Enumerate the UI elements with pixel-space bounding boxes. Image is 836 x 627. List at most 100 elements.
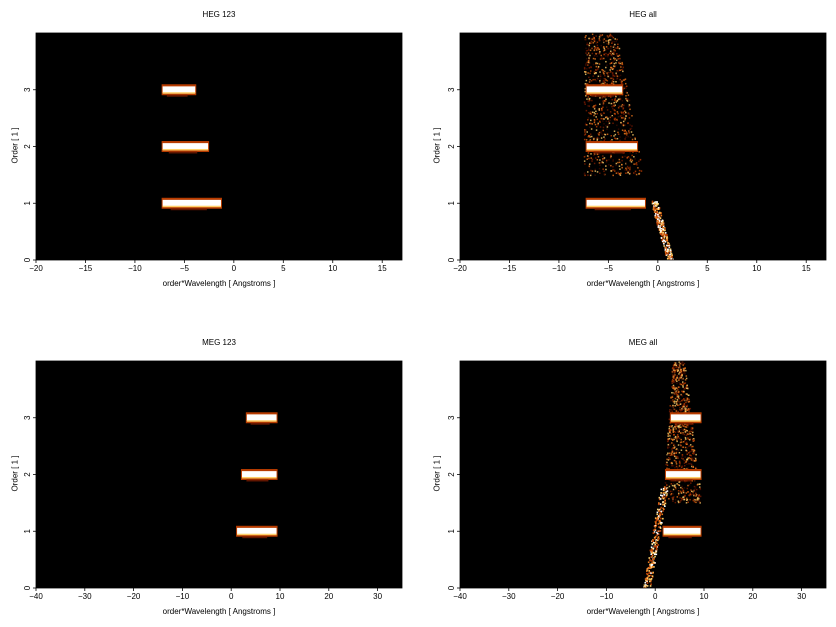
event-pixel — [589, 133, 592, 135]
event-pixel — [611, 73, 614, 75]
event-pixel — [669, 454, 672, 457]
event-pixel — [624, 124, 627, 126]
event-pixel — [616, 69, 618, 72]
event-pixel — [679, 367, 681, 370]
event-pixel — [676, 404, 679, 406]
event-pixel — [593, 111, 596, 114]
event-pixel — [695, 488, 698, 491]
streak-pixel — [656, 200, 658, 203]
event-pixel — [604, 48, 607, 51]
event-pixel — [682, 369, 684, 372]
event-pixel — [679, 443, 682, 446]
event-pixel — [620, 114, 623, 117]
event-pixel — [588, 81, 591, 83]
event-pixel — [671, 448, 673, 450]
event-pixel — [678, 481, 680, 483]
event-pixel — [679, 432, 682, 434]
event-pixel — [696, 484, 699, 486]
streak-pixel — [656, 216, 659, 218]
streak-pixel — [655, 539, 657, 541]
event-pixel — [589, 37, 591, 40]
event-pixel — [690, 459, 693, 461]
streak-pixel — [646, 569, 648, 572]
event-pixel — [613, 75, 616, 77]
streak-pixel — [660, 510, 663, 513]
event-pixel — [682, 364, 684, 366]
event-pixel — [674, 393, 677, 396]
event-pixel — [624, 117, 627, 120]
event-pixel — [615, 95, 617, 98]
event-pixel — [587, 119, 589, 121]
event-pixel — [686, 399, 688, 402]
event-pixel — [596, 77, 599, 80]
streak-pixel — [659, 233, 662, 235]
event-pixel — [683, 468, 686, 470]
event-pixel — [611, 55, 614, 57]
event-pixel — [595, 80, 597, 82]
event-pixel — [609, 156, 612, 159]
streak-pixel — [655, 203, 658, 205]
event-pixel — [666, 493, 668, 495]
event-pixel — [595, 65, 598, 68]
streak-pixel — [662, 507, 664, 510]
event-pixel — [686, 404, 689, 407]
y-axis-label: Order [ 1 ] — [10, 455, 20, 492]
streak-pixel — [665, 495, 668, 498]
streak-pixel — [650, 556, 653, 558]
event-pixel — [675, 363, 678, 365]
streak-pixel — [657, 213, 659, 216]
heg-123-panel: HEG 123 −20 −15 −10 −5 0 5 10 15 0 1 2 3 order*Wave… — [0, 0, 418, 313]
order-1-band — [161, 197, 222, 211]
event-pixel — [617, 70, 619, 73]
streak-pixel — [652, 532, 655, 534]
event-pixel — [598, 162, 601, 164]
event-pixel — [678, 378, 680, 380]
event-pixel — [595, 69, 598, 71]
event-pixel — [677, 410, 679, 413]
event-pixel — [685, 385, 688, 387]
event-pixel — [588, 56, 590, 58]
streak-pixel — [646, 585, 649, 587]
event-pixel — [626, 165, 629, 168]
event-pixel — [619, 57, 621, 60]
event-pixel — [611, 98, 613, 101]
event-pixel — [585, 79, 588, 82]
streak-pixel — [660, 225, 663, 227]
streak-pixel — [654, 525, 656, 527]
event-pixel — [609, 33, 612, 36]
y-tick-label: 1 — [23, 200, 32, 205]
event-pixel — [689, 454, 691, 456]
event-pixel — [622, 122, 624, 125]
event-pixel — [604, 74, 606, 77]
x-tick-label: −20 — [551, 592, 565, 601]
event-pixel — [689, 436, 691, 438]
streak-pixel — [668, 255, 671, 257]
event-pixel — [594, 174, 596, 176]
event-pixel — [617, 172, 619, 175]
event-pixel — [625, 167, 627, 170]
streak-pixel — [657, 207, 660, 209]
event-pixel — [596, 49, 598, 51]
streak-pixel — [646, 570, 648, 572]
event-pixel — [678, 425, 680, 427]
event-pixel — [595, 129, 598, 131]
event-pixel — [680, 486, 682, 489]
event-pixel — [605, 46, 608, 48]
event-pixel — [677, 444, 680, 446]
event-pixel — [686, 467, 688, 470]
streak-pixel — [659, 226, 661, 229]
y-tick-label: 2 — [447, 472, 456, 477]
event-pixel — [672, 384, 675, 387]
event-pixel — [687, 426, 689, 428]
event-pixel — [611, 72, 614, 74]
event-pixel — [681, 497, 683, 500]
event-pixel — [617, 58, 620, 60]
event-pixel — [600, 114, 603, 117]
event-pixel — [589, 54, 591, 57]
event-pixel — [605, 116, 607, 119]
event-pixel — [612, 36, 615, 39]
event-pixel — [692, 465, 694, 468]
event-pixel — [595, 110, 597, 113]
event-pixel — [682, 491, 685, 494]
streak-pixel — [659, 229, 661, 231]
